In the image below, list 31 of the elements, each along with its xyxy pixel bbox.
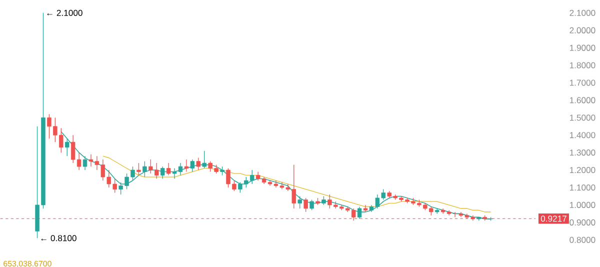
y-tick-label: 1.5000	[570, 114, 596, 121]
y-tick-label: 0.8000	[570, 236, 596, 243]
candlestick	[190, 159, 195, 172]
y-tick-label: 1.4000	[570, 132, 596, 138]
y-tick-label: 1.8000	[570, 62, 596, 68]
y-tick-label: 1.7000	[570, 80, 596, 86]
y-tick-label: 1.0000	[570, 202, 596, 208]
candlestick	[298, 196, 302, 209]
candlestick	[166, 162, 171, 176]
annotation: ← 0.8100	[41, 234, 76, 241]
candlestick	[136, 162, 141, 176]
candlestick	[196, 157, 201, 170]
candlestick	[310, 199, 314, 210]
candlestick	[363, 204, 368, 212]
ref-line-label: 0.9217	[540, 215, 566, 222]
candlestick	[142, 160, 147, 178]
y-tick-label: 1.2000	[570, 166, 596, 173]
y-tick-label: 1.3000	[570, 149, 596, 156]
candlestick	[82, 156, 88, 170]
candlestick	[184, 159, 189, 172]
annotation: ← 2.1000	[47, 10, 82, 16]
y-tick-label: 1.9000	[570, 44, 596, 51]
y-tick-label: 0.9000	[570, 219, 596, 226]
candlestick	[304, 197, 308, 212]
y-tick-label: 1.6000	[570, 96, 596, 104]
y-tick-label: 2.0000	[570, 27, 596, 34]
candlestick	[65, 138, 70, 156]
y-tick-label: 2.1000	[570, 10, 596, 16]
y-tick-label: 1.1000	[570, 184, 596, 190]
candlestick	[202, 150, 206, 168]
candlestick	[160, 166, 165, 179]
